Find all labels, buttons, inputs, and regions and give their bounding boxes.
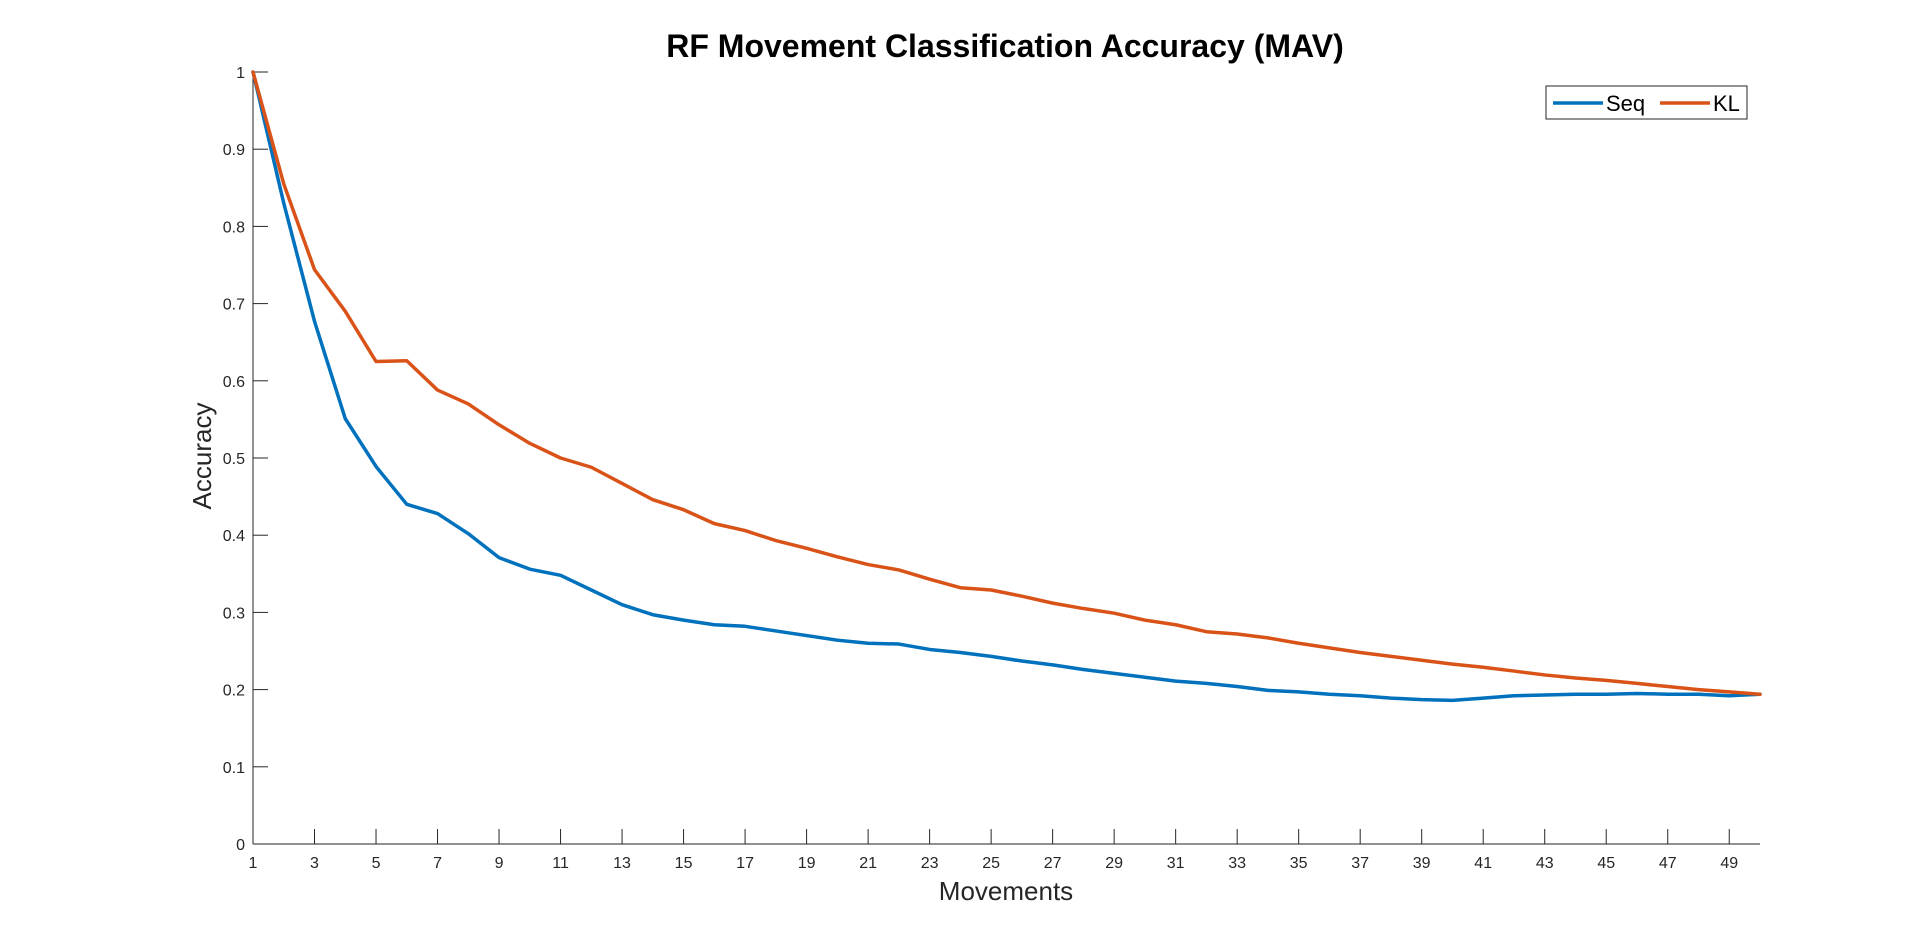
series-layer — [251, 70, 1762, 703]
legend-kl-label: KL — [1713, 91, 1740, 116]
x-tick-label: 39 — [1413, 855, 1431, 872]
x-tick-label: 41 — [1474, 855, 1492, 872]
y-axis-ticks: 0 0.1 0.2 0.3 0.4 0.5 0.6 0.7 0.8 0.9 1 — [223, 65, 268, 854]
x-tick-label: 37 — [1351, 855, 1369, 872]
x-tick-label: 49 — [1720, 855, 1738, 872]
series-line-kl — [251, 70, 1762, 696]
x-tick-label: 23 — [921, 855, 939, 872]
y-tick-label: 0.1 — [223, 760, 245, 777]
y-tick-label: 1 — [236, 65, 245, 82]
x-tick-label: 9 — [495, 855, 504, 872]
legend: Seq KL — [1545, 85, 1748, 120]
series-line-seq — [251, 70, 1762, 703]
x-tick-label: 5 — [372, 855, 381, 872]
x-axis-ticks: 1 3 5 7 9 11 13 15 17 19 21 23 25 27 29 31 33 35 37 39 41 43 4… — [249, 829, 1738, 872]
x-tick-label: 3 — [310, 855, 319, 872]
y-tick-label: 0.6 — [223, 374, 245, 391]
x-tick-label: 43 — [1536, 855, 1554, 872]
x-tick-label: 25 — [982, 855, 1000, 872]
x-tick-label: 27 — [1044, 855, 1062, 872]
plot-area — [253, 72, 1760, 844]
y-axis-label: Accuracy — [187, 403, 217, 510]
x-tick-label: 19 — [798, 855, 816, 872]
y-tick-label: 0.9 — [223, 142, 245, 159]
chart-title: RF Movement Classification Accuracy (MAV… — [666, 28, 1343, 64]
legend-seq-label: Seq — [1606, 91, 1645, 116]
x-tick-label: 7 — [433, 855, 442, 872]
plot-background — [253, 72, 1760, 844]
x-tick-label: 21 — [859, 855, 877, 872]
y-tick-label: 0.4 — [223, 528, 245, 545]
y-tick-label: 0.3 — [223, 605, 245, 622]
x-axis-label: Movements — [939, 876, 1073, 906]
y-tick-label: 0.2 — [223, 683, 245, 700]
x-tick-label: 31 — [1167, 855, 1185, 872]
x-tick-label: 1 — [249, 855, 258, 872]
y-tick-label: 0.8 — [223, 219, 245, 236]
x-tick-label: 45 — [1597, 855, 1615, 872]
x-tick-label: 47 — [1659, 855, 1677, 872]
x-tick-label: 29 — [1105, 855, 1123, 872]
x-tick-label: 13 — [613, 855, 631, 872]
y-tick-label: 0 — [236, 837, 245, 854]
x-tick-label: 35 — [1290, 855, 1308, 872]
y-tick-label: 0.5 — [223, 451, 245, 468]
x-tick-label: 15 — [675, 855, 693, 872]
x-tick-label: 33 — [1228, 855, 1246, 872]
x-tick-label: 17 — [736, 855, 754, 872]
y-tick-label: 0.7 — [223, 297, 245, 314]
x-tick-label: 11 — [552, 855, 569, 872]
